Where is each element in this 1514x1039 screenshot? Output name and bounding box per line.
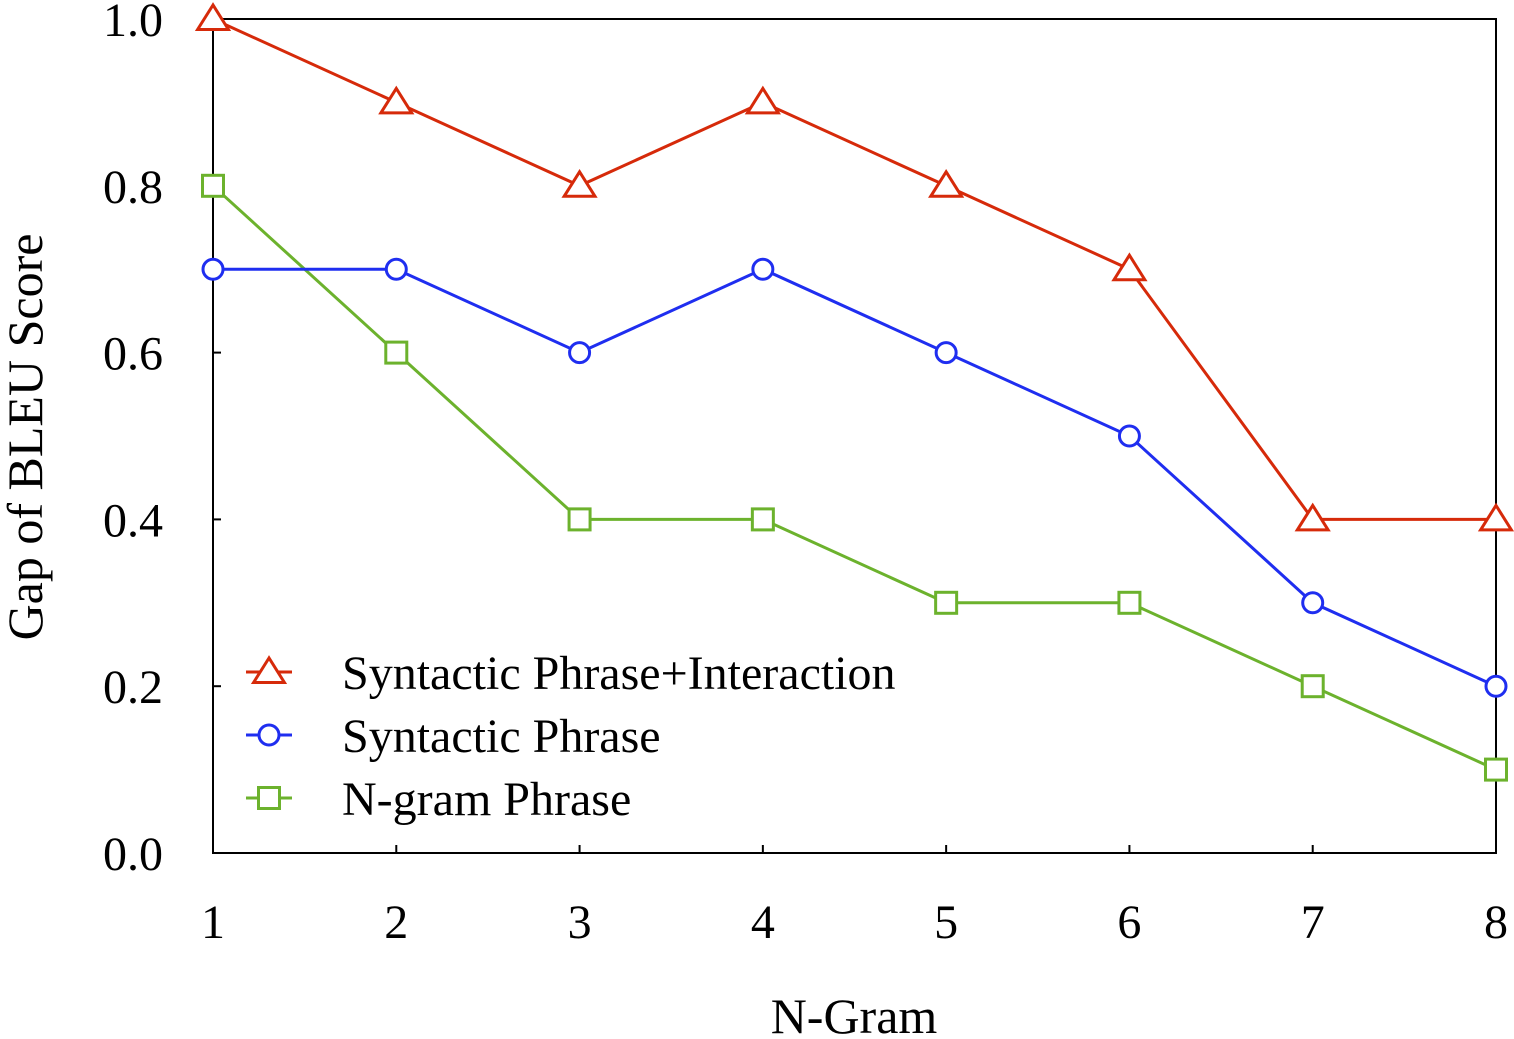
x-tick-label: 6 [1117, 896, 1141, 949]
data-point [567, 507, 592, 532]
data-point [1477, 502, 1514, 532]
data-point [1301, 591, 1325, 615]
plot-border [212, 18, 1497, 854]
data-point [934, 590, 959, 615]
x-tick-label: 8 [1484, 896, 1508, 949]
data-point [561, 168, 598, 198]
series-line [211, 184, 1497, 771]
x-tick-label: 2 [384, 896, 408, 949]
data-point [1484, 757, 1508, 782]
x-tick-label: 5 [934, 896, 958, 949]
legend-marker [257, 723, 281, 747]
x-tick-label: 3 [568, 896, 592, 949]
x-tick-label: 4 [751, 896, 775, 949]
legend-marker [250, 655, 288, 684]
legend-item-syntactic-phrase-interaction: Syntactic Phrase+Interaction [246, 647, 896, 700]
series-group [194, 2, 1514, 782]
legend-label: Syntactic Phrase+Interaction [342, 647, 896, 700]
data-point [744, 85, 781, 115]
series-line [213, 267, 1497, 688]
series-line [212, 17, 1496, 521]
data-point [194, 2, 232, 31]
data-point [568, 341, 592, 365]
y-axis-title: Gap of BLEU Score [0, 234, 53, 641]
x-tick-label: 1 [201, 896, 225, 949]
data-point [1484, 674, 1508, 698]
legend-label: Syntactic Phrase [342, 710, 661, 763]
data-point [928, 168, 965, 198]
legend-item-n-gram-phrase: N-gram Phrase [246, 773, 631, 826]
data-point [378, 85, 415, 115]
y-tick-label: 0.6 [103, 328, 163, 381]
y-tick-label: 0.2 [103, 661, 163, 714]
legend-item-syntactic-phrase: Syntactic Phrase [246, 710, 661, 763]
series-syntactic-phrase-interaction [194, 2, 1514, 532]
data-point [384, 340, 409, 365]
data-point [934, 341, 958, 365]
data-point [1117, 424, 1141, 448]
legend-marker [257, 786, 281, 810]
data-point [1294, 502, 1331, 532]
axis-ticks: 1 2 3 4 5 6 7 8 0.0 0.2 0.4 0.6 0.8 1.0 [103, 0, 1508, 949]
series-n-gram-phrase [201, 173, 1508, 782]
data-point [750, 507, 775, 532]
legend-label: N-gram Phrase [342, 773, 631, 826]
y-tick-label: 0.8 [103, 161, 163, 214]
y-tick-label: 0.0 [103, 828, 163, 881]
x-axis-title: N-Gram [771, 988, 938, 1039]
data-point [1300, 674, 1325, 699]
x-tick-label: 7 [1301, 896, 1325, 949]
data-point [201, 257, 225, 281]
plot-frame [212, 18, 1497, 854]
series-syntactic-phrase [201, 257, 1508, 698]
data-point [1117, 590, 1142, 615]
y-tick-label: 1.0 [103, 0, 163, 47]
legend: Syntactic Phrase+Interaction Syntactic Ph… [246, 647, 896, 826]
data-point [1111, 252, 1148, 282]
data-point [201, 173, 225, 198]
data-point [751, 257, 775, 281]
y-tick-label: 0.4 [103, 494, 163, 547]
data-point [384, 257, 408, 281]
